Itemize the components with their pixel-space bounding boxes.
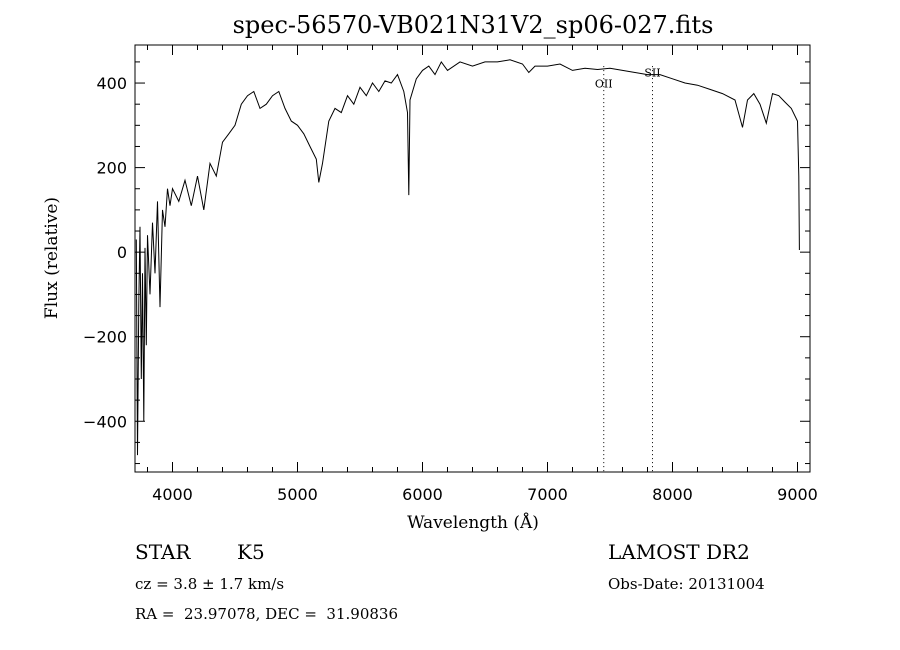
x-tick-label: 7000 xyxy=(527,485,568,504)
y-axis-label: Flux (relative) xyxy=(42,197,62,319)
redshift-info: cz = 3.8 ± 1.7 km/s xyxy=(135,575,285,593)
axis-ticks xyxy=(135,45,810,472)
y-tick-label: −400 xyxy=(83,412,127,431)
line-annotations: OII SII xyxy=(595,66,661,472)
annotation-label: OII xyxy=(595,77,613,90)
x-tick-label: 9000 xyxy=(777,485,818,504)
plot-frame xyxy=(134,44,811,473)
coordinates-info: RA = 23.97078, DEC = 31.90836 xyxy=(135,605,399,623)
y-tick-label: 400 xyxy=(96,74,127,93)
x-tick-labels: 4000 5000 6000 7000 8000 9000 xyxy=(152,485,818,504)
x-axis-label: Wavelength (Å) xyxy=(407,512,539,533)
survey-name: LAMOST DR2 xyxy=(608,540,750,564)
x-tick-label: 8000 xyxy=(652,485,693,504)
y-tick-label: −200 xyxy=(83,328,127,347)
y-tick-label: 200 xyxy=(96,159,127,178)
object-subclass: K5 xyxy=(237,540,265,564)
chart-title: spec-56570-VB021N31V2_sp06-027.fits xyxy=(233,11,714,39)
observation-date: Obs-Date: 20131004 xyxy=(608,575,765,593)
object-class: STAR xyxy=(135,540,191,564)
x-tick-label: 4000 xyxy=(152,485,193,504)
y-tick-labels: −400 −200 0 200 400 xyxy=(83,74,127,431)
y-tick-label: 0 xyxy=(117,243,127,262)
annotation-label: SII xyxy=(644,67,660,80)
x-tick-label: 5000 xyxy=(277,485,318,504)
x-tick-label: 6000 xyxy=(402,485,443,504)
spectrum-series-line xyxy=(135,59,800,456)
